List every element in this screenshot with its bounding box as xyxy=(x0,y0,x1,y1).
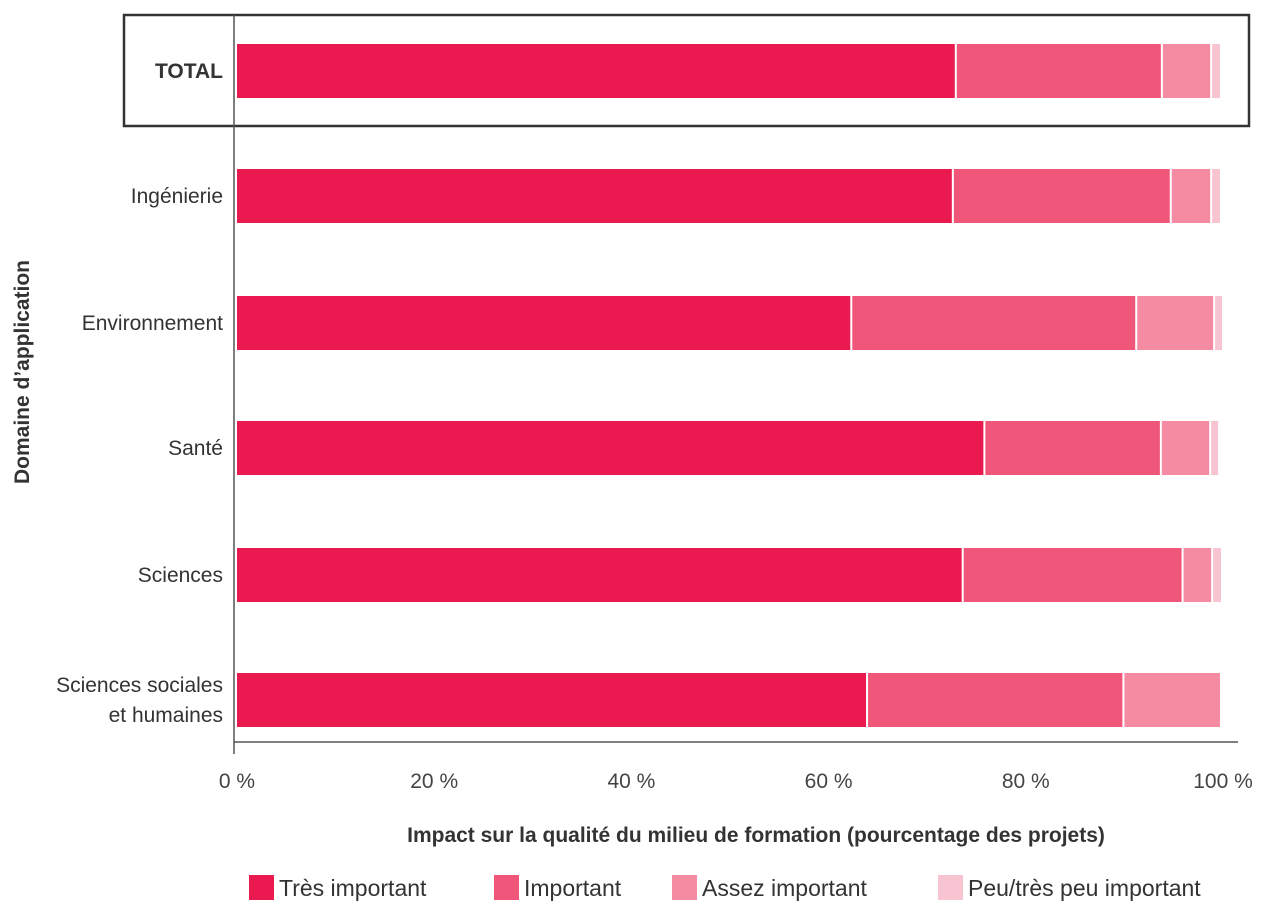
bar-sante-important xyxy=(985,421,1160,475)
legend-swatch-peu-tres-peu-important xyxy=(938,875,963,900)
bar-sciences-sociales-et-humaines-important xyxy=(868,673,1123,727)
bar-ingenierie-assez-important xyxy=(1171,169,1211,223)
bar-ingenierie-peu-tres-peu-important xyxy=(1212,169,1221,223)
x-tick-label: 80 % xyxy=(1002,770,1050,793)
bar-sciences-assez-important xyxy=(1183,548,1212,602)
bar-sciences-peu-tres-peu-important xyxy=(1213,548,1221,602)
legend-label-assez-important: Assez important xyxy=(702,875,868,901)
bar-sciences-important xyxy=(963,548,1182,602)
bar-total-peu-tres-peu-important xyxy=(1212,44,1221,98)
bar-total-important xyxy=(956,44,1161,98)
total-highlight-box xyxy=(122,13,1251,128)
legend-label-peu-tres-peu-important: Peu/très peu important xyxy=(968,875,1201,901)
x-tick-label: 0 % xyxy=(219,770,255,793)
x-tick-label: 20 % xyxy=(410,770,458,793)
category-labels: TOTAL Ingénierie Environnement Santé Science… xyxy=(56,60,223,727)
x-tick-labels: 0 % 20 % 40 % 60 % 80 % 100 % xyxy=(219,770,1253,793)
legend-swatch-important xyxy=(494,875,519,900)
legend-label-important: Important xyxy=(524,875,622,901)
legend: Très important Important Assez important Pe… xyxy=(249,875,1201,901)
category-label-ingenierie: Ingénierie xyxy=(131,185,223,208)
legend-swatch-tres-important xyxy=(249,875,274,900)
legend-label-tres-important: Très important xyxy=(279,875,427,901)
bar-environnement-peu-tres-peu-important xyxy=(1215,296,1222,350)
x-axis-title: Impact sur la qualité du milieu de forma… xyxy=(407,824,1105,847)
bar-sante-assez-important xyxy=(1161,421,1210,475)
bars-group xyxy=(237,44,1222,727)
x-tick-label: 100 % xyxy=(1193,770,1253,793)
bar-environnement-important xyxy=(852,296,1136,350)
bar-environnement-assez-important xyxy=(1137,296,1214,350)
x-tick-label: 60 % xyxy=(805,770,853,793)
bar-sante-peu-tres-peu-important xyxy=(1211,421,1219,475)
x-tick-label: 40 % xyxy=(607,770,655,793)
bar-environnement-tres-important xyxy=(237,296,851,350)
bar-sciences-tres-important xyxy=(237,548,962,602)
category-label-sciences-sociales-et-humaines: Sciences sociales et humaines xyxy=(56,674,223,727)
bar-ingenierie-important xyxy=(953,169,1170,223)
bar-sante-tres-important xyxy=(237,421,984,475)
bar-sciences-sociales-et-humaines-assez-important xyxy=(1124,673,1221,727)
bar-ingenierie-tres-important xyxy=(237,169,952,223)
bar-total-tres-important xyxy=(237,44,955,98)
category-label-sciences: Sciences xyxy=(138,564,223,587)
bar-sciences-sociales-et-humaines-tres-important xyxy=(237,673,867,727)
bar-total-assez-important xyxy=(1162,44,1211,98)
category-label-total: TOTAL xyxy=(155,60,223,83)
category-label-environnement: Environnement xyxy=(82,312,223,335)
y-axis-title: Domaine d’application xyxy=(11,260,34,484)
category-label-sante: Santé xyxy=(168,437,223,460)
legend-swatch-assez-important xyxy=(672,875,697,900)
